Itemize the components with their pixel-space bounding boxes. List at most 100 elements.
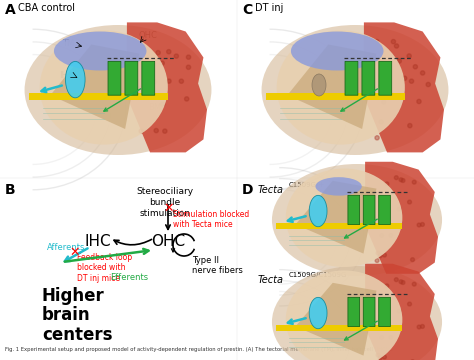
Ellipse shape xyxy=(291,31,383,71)
Circle shape xyxy=(391,40,395,44)
Circle shape xyxy=(186,65,191,69)
Circle shape xyxy=(380,336,383,339)
Ellipse shape xyxy=(65,62,85,98)
Circle shape xyxy=(376,325,380,329)
Circle shape xyxy=(426,82,430,87)
Circle shape xyxy=(389,336,393,339)
Circle shape xyxy=(376,224,380,227)
FancyBboxPatch shape xyxy=(379,195,391,225)
Text: Efferents: Efferents xyxy=(110,274,148,283)
Ellipse shape xyxy=(286,270,402,360)
Circle shape xyxy=(410,258,414,262)
FancyBboxPatch shape xyxy=(348,297,360,327)
Bar xyxy=(276,223,402,229)
Text: Stereociliary
bundle
stimulation: Stereociliary bundle stimulation xyxy=(137,187,193,218)
Circle shape xyxy=(378,73,383,77)
Circle shape xyxy=(381,48,385,53)
Text: Tecta: Tecta xyxy=(258,185,284,195)
Ellipse shape xyxy=(309,195,327,227)
Polygon shape xyxy=(295,181,376,253)
Polygon shape xyxy=(365,264,438,360)
FancyBboxPatch shape xyxy=(363,297,375,327)
Circle shape xyxy=(389,233,393,237)
Circle shape xyxy=(137,86,142,91)
Text: Feedback loop
blocked with
DT inj mice: Feedback loop blocked with DT inj mice xyxy=(77,253,132,283)
Ellipse shape xyxy=(272,164,442,276)
Polygon shape xyxy=(287,45,376,129)
FancyBboxPatch shape xyxy=(348,195,360,225)
Text: BM: BM xyxy=(148,103,162,112)
Circle shape xyxy=(399,178,403,182)
Text: Fig. 1 Experimental setup and proposed model of activity-dependent regulation of: Fig. 1 Experimental setup and proposed m… xyxy=(5,347,392,352)
Circle shape xyxy=(386,306,390,310)
Circle shape xyxy=(378,356,382,360)
FancyBboxPatch shape xyxy=(125,62,138,95)
Circle shape xyxy=(413,65,418,69)
Ellipse shape xyxy=(40,30,168,145)
Text: IHC: IHC xyxy=(60,71,74,80)
Circle shape xyxy=(379,120,383,124)
Circle shape xyxy=(142,93,146,98)
Ellipse shape xyxy=(25,25,211,155)
Circle shape xyxy=(402,76,407,80)
Circle shape xyxy=(420,324,424,328)
Ellipse shape xyxy=(286,168,402,267)
Circle shape xyxy=(153,80,157,84)
Circle shape xyxy=(383,355,386,359)
Bar xyxy=(276,325,402,331)
Polygon shape xyxy=(364,22,444,152)
Text: Tecta: Tecta xyxy=(258,275,284,285)
Circle shape xyxy=(378,254,382,258)
Circle shape xyxy=(410,79,414,83)
Circle shape xyxy=(401,280,405,284)
Text: A: A xyxy=(5,3,16,17)
Text: ✕: ✕ xyxy=(164,202,174,215)
Circle shape xyxy=(386,204,390,207)
Text: C1509G/+: C1509G/+ xyxy=(289,182,325,188)
Text: Afferents: Afferents xyxy=(47,243,85,252)
Circle shape xyxy=(375,258,379,262)
Circle shape xyxy=(156,50,160,55)
Ellipse shape xyxy=(312,74,326,96)
Text: Type II
nerve fibers: Type II nerve fibers xyxy=(192,256,243,275)
Circle shape xyxy=(391,93,395,97)
Circle shape xyxy=(397,309,401,313)
Text: B: B xyxy=(5,183,16,197)
Circle shape xyxy=(408,123,412,128)
Circle shape xyxy=(184,97,189,101)
Circle shape xyxy=(384,93,388,97)
Circle shape xyxy=(375,55,380,59)
Circle shape xyxy=(407,54,411,58)
Ellipse shape xyxy=(54,31,146,71)
Circle shape xyxy=(380,234,383,238)
Circle shape xyxy=(174,54,179,58)
Circle shape xyxy=(167,79,171,83)
Ellipse shape xyxy=(315,177,362,195)
Circle shape xyxy=(397,207,401,211)
Circle shape xyxy=(383,253,386,257)
Polygon shape xyxy=(50,45,139,129)
Circle shape xyxy=(376,251,380,255)
Text: DT inj: DT inj xyxy=(255,3,283,13)
Ellipse shape xyxy=(309,297,327,329)
Circle shape xyxy=(163,129,167,133)
Polygon shape xyxy=(127,22,207,152)
Text: CBA control: CBA control xyxy=(18,3,75,13)
Bar xyxy=(266,93,405,100)
Circle shape xyxy=(417,325,421,329)
Circle shape xyxy=(394,278,398,282)
Circle shape xyxy=(399,280,403,284)
FancyBboxPatch shape xyxy=(142,62,155,95)
Text: ✕: ✕ xyxy=(70,246,80,258)
Circle shape xyxy=(142,66,146,71)
Circle shape xyxy=(186,55,191,59)
Ellipse shape xyxy=(272,266,442,360)
Circle shape xyxy=(417,223,421,227)
Text: Higher
brain
centers: Higher brain centers xyxy=(42,287,112,344)
Circle shape xyxy=(382,100,386,104)
Circle shape xyxy=(376,353,380,357)
Ellipse shape xyxy=(262,25,448,155)
Circle shape xyxy=(384,316,388,320)
Circle shape xyxy=(377,219,381,223)
Circle shape xyxy=(144,73,148,77)
